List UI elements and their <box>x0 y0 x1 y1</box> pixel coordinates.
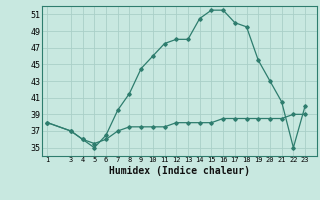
X-axis label: Humidex (Indice chaleur): Humidex (Indice chaleur) <box>109 166 250 176</box>
